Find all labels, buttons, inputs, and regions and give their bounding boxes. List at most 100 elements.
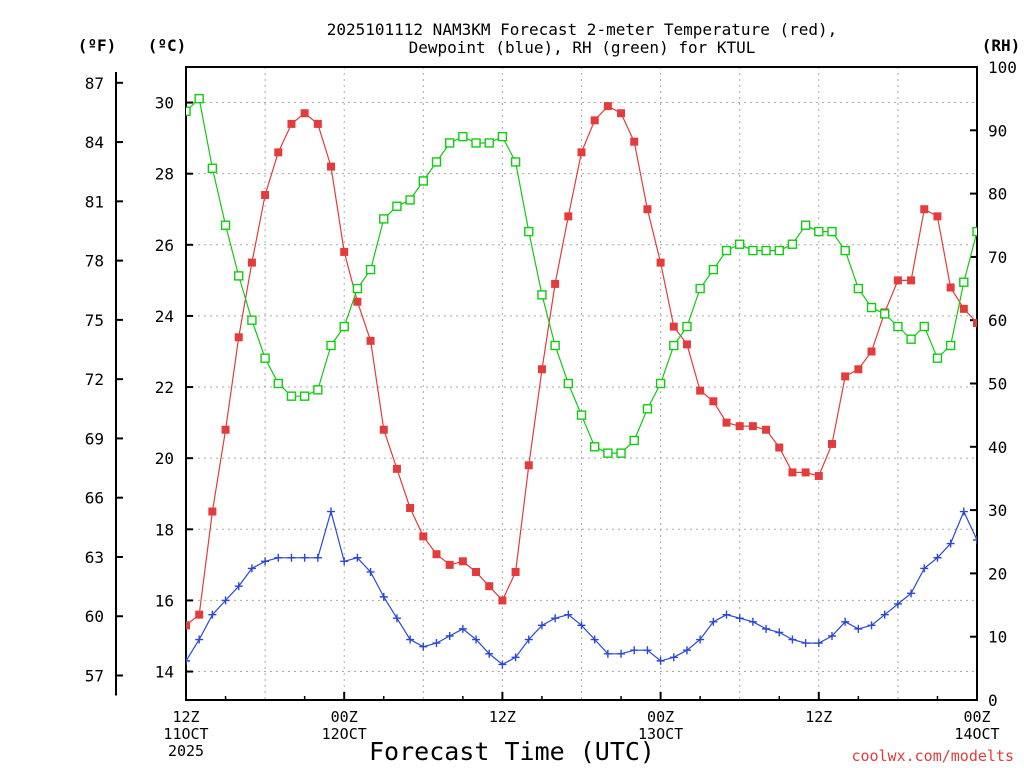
dewpoint-point bbox=[186, 656, 190, 665]
dewpoint-point bbox=[485, 649, 494, 658]
2-meter-temperature-point bbox=[617, 109, 626, 118]
2-meter-temperature-point bbox=[419, 532, 428, 541]
2-meter-temperature-point bbox=[630, 137, 639, 146]
dewpoint-point bbox=[669, 653, 678, 662]
rh-tick-label: 60 bbox=[988, 311, 1007, 330]
rh-tick-label: 90 bbox=[988, 121, 1007, 140]
celsius-unit-label: (ºC) bbox=[148, 36, 187, 55]
2-meter-temperature-point bbox=[274, 148, 283, 157]
dewpoint-point bbox=[247, 564, 256, 573]
x-tick-label: 2025 bbox=[168, 742, 204, 760]
rh-point bbox=[629, 435, 639, 446]
fahrenheit-tick-label: 75 bbox=[85, 311, 104, 330]
celsius-tick-label: 20 bbox=[155, 449, 174, 468]
dewpoint-line bbox=[186, 509, 977, 666]
fahrenheit-tick-label: 72 bbox=[85, 370, 104, 389]
rh-point bbox=[313, 385, 323, 395]
x-tick-label: 00Z bbox=[331, 708, 358, 726]
rh-point bbox=[484, 138, 494, 148]
dewpoint-point bbox=[867, 621, 876, 630]
x-tick-label: 12OCT bbox=[322, 725, 367, 743]
2-meter-temperature-point bbox=[472, 567, 481, 576]
rh-point bbox=[827, 226, 837, 237]
2-meter-temperature-point bbox=[313, 119, 322, 128]
dewpoint-point bbox=[511, 653, 520, 662]
dewpoint-point bbox=[722, 610, 731, 619]
x-tick-label: 13OCT bbox=[638, 725, 683, 743]
dewpoint-point bbox=[920, 564, 929, 573]
dewpoint-point bbox=[340, 557, 349, 566]
2-meter-temperature-point bbox=[234, 333, 243, 342]
fahrenheit-unit-label: (ºF) bbox=[78, 36, 117, 55]
2-meter-temperature-point bbox=[524, 461, 533, 470]
dewpoint-point bbox=[775, 628, 784, 637]
2-meter-temperature-point bbox=[735, 422, 744, 431]
rh-point bbox=[273, 378, 283, 389]
dewpoint-point bbox=[261, 557, 270, 566]
rh-point bbox=[431, 157, 442, 167]
data-series bbox=[186, 93, 977, 669]
2-meter-temperature-point bbox=[485, 582, 494, 591]
2-meter-temperature-point bbox=[709, 397, 718, 406]
rh-point bbox=[365, 264, 376, 275]
2-meter-temperature-point bbox=[656, 258, 665, 267]
x-tick-label: 00Z bbox=[647, 708, 674, 726]
fahrenheit-tick-label: 78 bbox=[85, 252, 104, 271]
dewpoint-point bbox=[893, 599, 902, 608]
2-meter-temperature-point bbox=[603, 102, 612, 111]
2-meter-temperature-point bbox=[854, 365, 863, 374]
celsius-tick-label: 18 bbox=[155, 520, 174, 539]
2-meter-temperature-point bbox=[261, 191, 270, 200]
rh-tick-label: 40 bbox=[988, 438, 1007, 457]
x-tick-label: 14OCT bbox=[954, 725, 999, 743]
dewpoint-point bbox=[827, 631, 836, 640]
2-meter-temperature-point bbox=[537, 365, 546, 374]
rh-point bbox=[616, 448, 626, 458]
fahrenheit-tick-label: 57 bbox=[85, 667, 104, 686]
rh-tick-label: 80 bbox=[988, 185, 1007, 204]
2-meter-temperature-point bbox=[392, 464, 401, 473]
dewpoint-point bbox=[762, 624, 771, 633]
fahrenheit-tick-label: 69 bbox=[85, 429, 104, 448]
x-tick-label: 12Z bbox=[172, 708, 199, 726]
dewpoint-point bbox=[933, 553, 942, 562]
plot-frame bbox=[185, 66, 978, 701]
rh-point bbox=[220, 220, 231, 230]
dewpoint-point bbox=[353, 553, 362, 562]
2-meter-temperature-point bbox=[221, 425, 230, 434]
fahrenheit-tick-label: 60 bbox=[85, 607, 104, 626]
dewpoint-point bbox=[274, 553, 283, 562]
rh-point bbox=[642, 404, 653, 414]
rh-point bbox=[853, 283, 864, 294]
2-meter-temperature-point bbox=[458, 557, 467, 566]
dewpoint-point bbox=[458, 624, 467, 633]
rh-point bbox=[379, 214, 389, 224]
chart-title-line-2: Dewpoint (blue), RH (green) for KTUL bbox=[409, 38, 756, 57]
rh-point bbox=[945, 340, 956, 351]
dewpoint-point bbox=[432, 639, 441, 648]
fahrenheit-tick-label: 84 bbox=[85, 133, 104, 152]
rh-tick-label: 0 bbox=[988, 691, 998, 710]
dewpoint-point bbox=[814, 639, 823, 648]
chart-title-line-1: 2025101112 NAM3KM Forecast 2-meter Tempe… bbox=[327, 20, 838, 39]
rh-unit-label: (RH) bbox=[982, 36, 1021, 55]
dewpoint-point bbox=[221, 596, 230, 605]
2-meter-temperature-point bbox=[762, 425, 771, 434]
2-meter-temperature-point bbox=[432, 550, 441, 559]
dewpoint-point bbox=[313, 553, 322, 562]
2-meter-temperature-point bbox=[696, 386, 705, 395]
2-meter-temperature-point bbox=[247, 258, 256, 267]
celsius-tick-label: 22 bbox=[155, 378, 174, 397]
rh-point bbox=[458, 131, 468, 142]
dewpoint-point bbox=[682, 646, 691, 655]
fahrenheit-tick-label: 66 bbox=[85, 489, 104, 508]
2-meter-temperature-point bbox=[366, 336, 375, 345]
2-meter-temperature-point bbox=[445, 560, 454, 569]
rh-point bbox=[906, 334, 916, 344]
dewpoint-point bbox=[748, 617, 757, 626]
rh-point bbox=[352, 283, 363, 294]
dewpoint-point bbox=[643, 646, 652, 655]
2-meter-temperature-point bbox=[564, 212, 573, 221]
2-meter-temperature-point bbox=[511, 567, 520, 576]
dewpoint-point bbox=[735, 614, 744, 623]
